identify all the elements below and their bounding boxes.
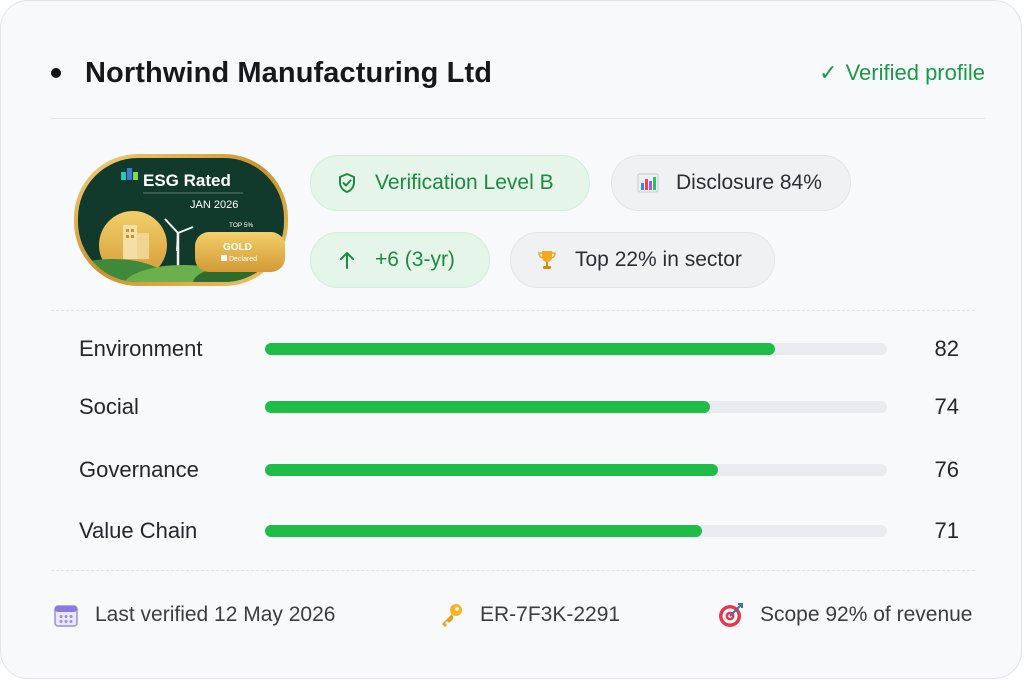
chip-label: +6 (3-yr): [375, 248, 455, 271]
title-group: Northwind Manufacturing Ltd: [51, 57, 492, 90]
chip-label: Disclosure 84%: [676, 171, 822, 194]
score-row-environment: Environment 82: [79, 334, 959, 364]
checkmark-icon: ✓: [819, 60, 838, 85]
bar-chart-icon: [634, 169, 662, 197]
card-header: Northwind Manufacturing Ltd ✓ Verified p…: [51, 53, 985, 93]
record-id[interactable]: ER-7F3K-2291: [436, 597, 620, 633]
divider: [51, 118, 985, 119]
dashed-divider: [51, 310, 975, 311]
score-label: Value Chain: [79, 518, 198, 543]
svg-text:Declared: Declared: [229, 256, 257, 263]
arrow-up-icon: [333, 246, 361, 274]
key-icon: [436, 600, 466, 630]
progress-fill: [265, 401, 710, 413]
dashed-divider: [51, 570, 975, 571]
esg-rated-badge[interactable]: ESG Rated JAN 2026 TOP 5% GOLD Declared: [73, 153, 289, 287]
score-label: Social: [79, 394, 139, 419]
target-icon: [716, 600, 746, 630]
disclosure-chip[interactable]: Disclosure 84%: [611, 155, 851, 211]
progress-track: [265, 525, 887, 537]
trophy-icon: [533, 246, 561, 274]
last-verified-text: Last verified 12 May 2026: [95, 603, 336, 626]
chip-label: Verification Level B: [375, 171, 554, 194]
progress-fill: [265, 525, 703, 537]
last-verified: Last verified 12 May 2026: [51, 597, 335, 633]
record-id-text: ER-7F3K-2291: [480, 603, 621, 626]
progress-track: [265, 401, 887, 413]
score-value: 74: [934, 394, 959, 419]
bullet-dot: [51, 68, 61, 78]
trend-chip[interactable]: +6 (3-yr): [310, 232, 490, 288]
svg-text:TOP 5%: TOP 5%: [229, 222, 254, 229]
score-row-value-chain: Value Chain 71: [79, 516, 959, 546]
score-value: 82: [934, 336, 959, 361]
scope: Scope 92% of revenue: [716, 597, 972, 633]
verification-level-chip[interactable]: Verification Level B: [310, 155, 590, 211]
svg-text:ESG Rated: ESG Rated: [143, 171, 231, 190]
chip-label: Top 22% in sector: [575, 248, 742, 271]
svg-text:JAN 2026: JAN 2026: [190, 199, 238, 211]
progress-track: [265, 343, 887, 355]
score-row-social: Social 74: [79, 392, 959, 422]
progress-fill: [265, 464, 718, 476]
score-value: 76: [934, 457, 959, 482]
verified-label: Verified profile: [845, 60, 985, 85]
score-label: Environment: [79, 336, 203, 361]
sector-rank-chip[interactable]: Top 22% in sector: [510, 232, 775, 288]
card-footer: Last verified 12 May 2026 ER-7F3K-2291 S…: [51, 597, 985, 633]
shield-check-icon: [333, 169, 361, 197]
verified-profile-link[interactable]: ✓ Verified profile: [819, 60, 985, 86]
score-label: Governance: [79, 457, 199, 482]
svg-text:GOLD: GOLD: [223, 242, 252, 253]
score-row-governance: Governance 76: [79, 455, 959, 485]
esg-leaf-logo-icon: [121, 168, 138, 180]
calendar-icon: [51, 600, 81, 630]
progress-track: [265, 464, 887, 476]
company-name: Northwind Manufacturing Ltd: [85, 56, 493, 89]
score-value: 71: [934, 518, 959, 543]
progress-fill: [265, 343, 776, 355]
scope-text: Scope 92% of revenue: [760, 603, 973, 626]
